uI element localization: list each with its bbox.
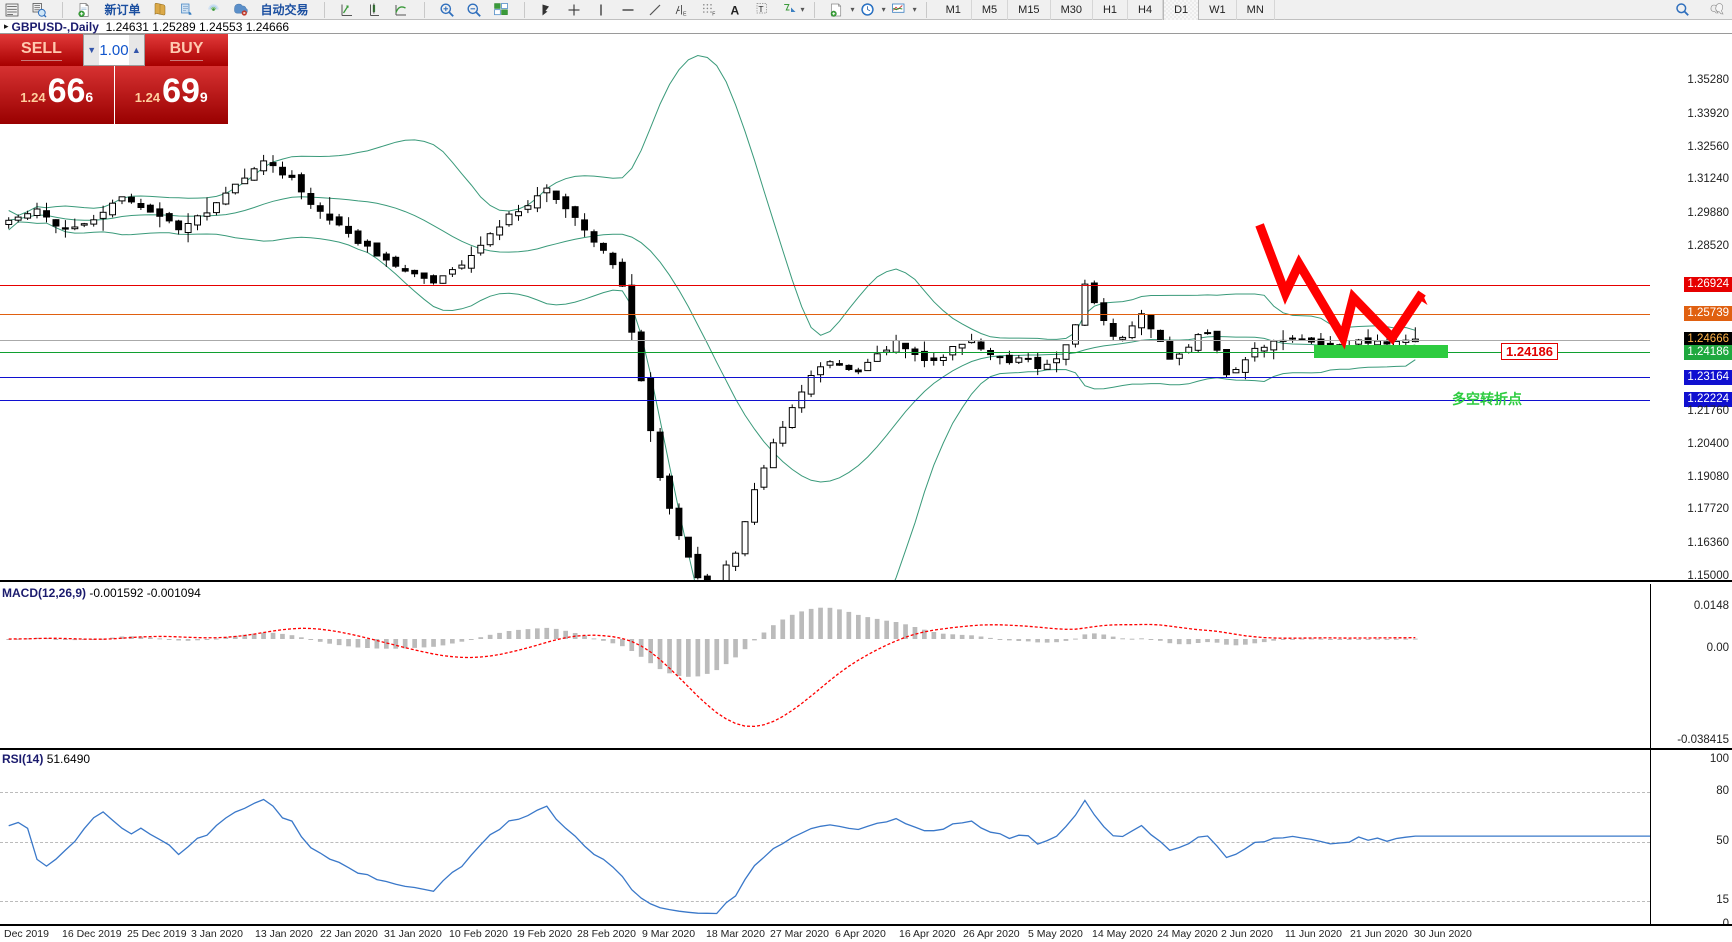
svg-text:F: F: [712, 11, 715, 17]
svg-text:A: A: [731, 3, 740, 17]
svg-text:T: T: [758, 4, 763, 14]
svg-text:E: E: [683, 11, 687, 17]
